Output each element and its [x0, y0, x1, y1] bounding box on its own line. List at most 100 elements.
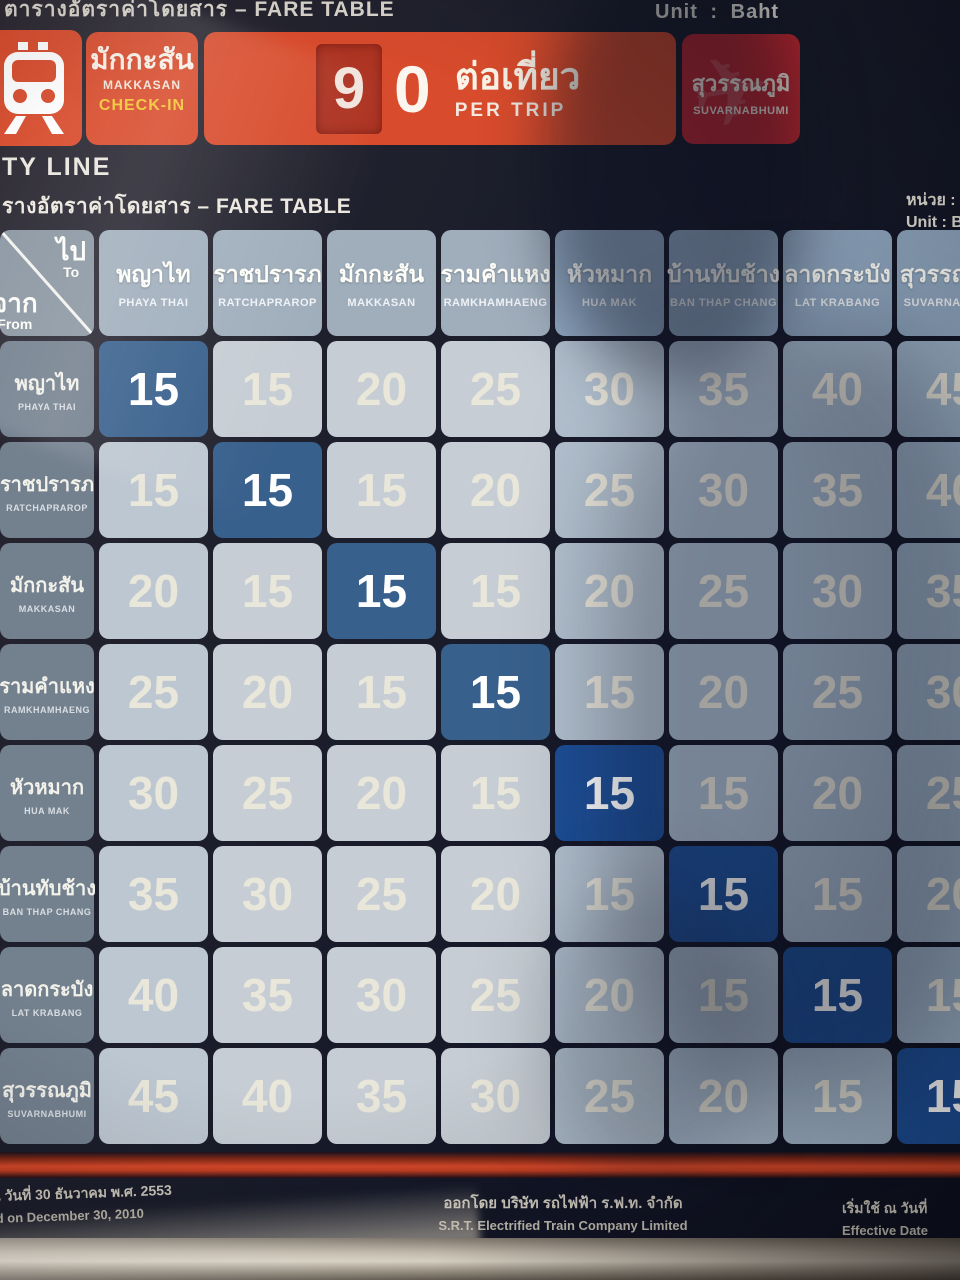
suvarnabhumi-tile: ✈ สุวรรณภูมิ SUVARNABHUMI — [682, 34, 800, 144]
train-icon — [4, 42, 64, 134]
row-header-thai: ราชปรารภ — [0, 473, 95, 496]
fare-value: 20 — [469, 464, 522, 516]
fare-cell: 15 — [441, 644, 550, 740]
fare-value: 40 — [241, 1070, 294, 1122]
fare-cell: 15 — [783, 1048, 892, 1144]
fare-cell: 25 — [897, 745, 960, 841]
fare-cell: 15 — [441, 543, 550, 639]
fare-value: 35 — [925, 565, 960, 617]
fare-cell: 25 — [555, 1048, 664, 1144]
col-header-thai: มักกะสัน — [338, 261, 425, 287]
fare-cell: 15 — [99, 442, 208, 538]
col-header-thai: ราชปรารภ — [213, 261, 322, 287]
col-header-thai: บ้านทับช้าง — [667, 261, 780, 287]
fare-cell: 20 — [783, 745, 892, 841]
row-header: ราชปรารภ RATCHAPRAROP — [0, 442, 94, 538]
makkasan-checkin-tile: มักกะสัน MAKKASAN CHECK-IN — [86, 32, 198, 145]
fare-value: 15 — [355, 565, 408, 617]
fare-value: 35 — [697, 363, 750, 415]
unit-fragment: หน่วย : บาท Unit : Baht — [906, 190, 960, 234]
bottom-red-stripe — [0, 1152, 960, 1178]
fare-cell: 15 — [669, 745, 778, 841]
fare-cell: 35 — [99, 846, 208, 942]
fare-cell: 40 — [99, 947, 208, 1043]
fare-cell: 20 — [213, 644, 322, 740]
fare-value: 15 — [811, 868, 864, 920]
footer-left-en: ed on December 30, 2010 — [0, 1205, 145, 1227]
fare-value: 30 — [469, 1070, 522, 1122]
fare-cell: 20 — [327, 341, 436, 437]
fare-cell: 15 — [327, 543, 436, 639]
fare-table: ไป To จาก From พญาไท PHAYA THAI ราชปรารภ RA… — [0, 230, 960, 1144]
to-en-label: To — [63, 264, 80, 280]
top-fare-table-title: ตารางอัตราค่าโดยสาร – FARE TABLE — [4, 0, 395, 21]
fare-cell: 15 — [783, 846, 892, 942]
fare-cell: 15 — [213, 442, 322, 538]
fare-value: 15 — [697, 969, 750, 1021]
col-header-thai: ลาดกระบัง — [784, 261, 891, 287]
fare-cell: 30 — [213, 846, 322, 942]
fare-cell: 30 — [783, 543, 892, 639]
footer-right-en: Effective Date — [842, 1223, 928, 1238]
checkin-label: CHECK-IN — [98, 97, 186, 114]
fare-cell: 25 — [783, 644, 892, 740]
col-header-en: SUVARNABHUMI — [903, 297, 960, 309]
fare-value: 15 — [355, 464, 408, 516]
col-header: มักกะสัน MAKKASAN — [327, 230, 436, 336]
fare-value: 20 — [583, 969, 636, 1021]
col-header: หัวหมาก HUA MAK — [555, 230, 664, 336]
makkasan-en-label: MAKKASAN — [103, 78, 181, 92]
fare-cell: 40 — [213, 1048, 322, 1144]
fare-value: 45 — [925, 363, 960, 415]
price-digit-9: 9 — [332, 56, 366, 121]
fare-value: 25 — [127, 666, 180, 718]
fare-value: 25 — [811, 666, 864, 718]
col-header-thai: สุวรรณภูมิ — [899, 261, 960, 287]
fare-value: 20 — [811, 767, 864, 819]
fare-cell: 25 — [669, 543, 778, 639]
footer-company: ออกโดย บริษัท รถไฟฟ้า ร.ฟ.ท. จำกัด S.R.T… — [368, 1191, 758, 1233]
fare-value: 40 — [127, 969, 180, 1021]
metal-ledge — [0, 1238, 960, 1280]
fare-value: 25 — [469, 363, 522, 415]
fare-value: 15 — [697, 767, 750, 819]
fare-value: 20 — [355, 363, 408, 415]
fare-cell: 15 — [555, 745, 664, 841]
fare-cell: 30 — [669, 442, 778, 538]
col-header: ลาดกระบัง LAT KRABANG — [783, 230, 892, 336]
fare-value: 40 — [811, 363, 864, 415]
row-header: รามคำแหง RAMKHAMHAENG — [0, 644, 95, 740]
to-thai-label: ไป — [56, 236, 86, 266]
fare-cell: 20 — [669, 644, 778, 740]
col-header-en: LAT KRABANG — [794, 297, 881, 309]
fare-value: 20 — [697, 666, 750, 718]
fare-value: 15 — [811, 1070, 864, 1122]
fare-value: 15 — [925, 1070, 960, 1122]
col-header-en: PHAYA THAI — [118, 297, 189, 309]
fare-table-title: รางอัตราค่าโดยสาร – FARE TABLE — [2, 195, 352, 218]
row-header: มักกะสัน MAKKASAN — [0, 543, 94, 639]
fare-cell: 15 — [555, 644, 664, 740]
fare-cell: 15 — [213, 341, 322, 437]
fare-cell: 15 — [327, 442, 436, 538]
fare-value: 25 — [241, 767, 294, 819]
fare-cell: 35 — [897, 543, 960, 639]
fare-value: 20 — [127, 565, 180, 617]
fare-value: 30 — [583, 363, 636, 415]
unit-baht-label: Unit : Baht — [655, 1, 780, 23]
fare-cell: 20 — [441, 846, 550, 942]
fare-value: 30 — [811, 565, 864, 617]
col-header-thai: พญาไท — [116, 261, 191, 287]
fare-cell: 40 — [897, 442, 960, 538]
row-header-thai: พญาไท — [14, 372, 80, 395]
price-sticker: 9 — [316, 43, 382, 134]
unit-fragment-en: Unit : Baht — [906, 214, 960, 231]
per-trip-fare-tile: 9 0 ต่อเที่ยว PER TRIP — [204, 32, 676, 145]
col-header: ราชปรารภ RATCHAPRAROP — [213, 230, 322, 336]
fare-value: 30 — [355, 969, 408, 1021]
row-header-thai: หัวหมาก — [9, 776, 85, 799]
row-header-thai: บ้านทับช้าง — [0, 877, 97, 900]
fare-cell: 25 — [441, 341, 550, 437]
fare-value: 25 — [469, 969, 522, 1021]
col-header-thai: หัวหมาก — [566, 261, 653, 287]
